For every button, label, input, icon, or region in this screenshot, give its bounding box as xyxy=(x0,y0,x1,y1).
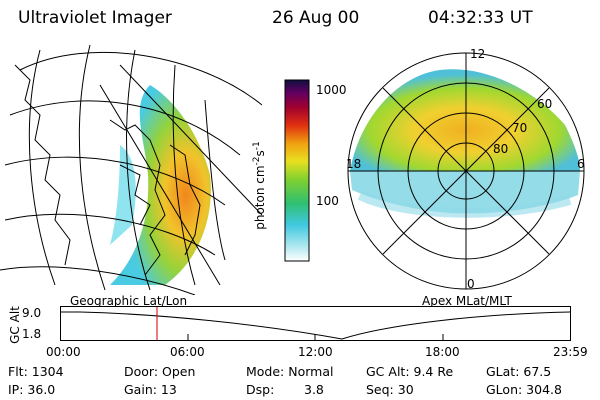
photon-colorbar xyxy=(284,79,310,262)
timeline-tick-1800: 18:00 xyxy=(425,345,460,359)
polar-mlt-panel xyxy=(347,52,585,290)
glat-value: GLat: 67.5 xyxy=(486,364,552,379)
mlat-label-80: 80 xyxy=(493,142,509,156)
colorbar-label-s: s xyxy=(252,150,267,157)
colorbar-label-exp2: -1 xyxy=(251,141,262,151)
geographic-map-panel xyxy=(0,45,262,295)
mlt-label-0: 0 xyxy=(467,277,475,291)
sequence-value: Seq: 30 xyxy=(366,382,414,397)
timeline-tick-0000: 00:00 xyxy=(46,345,81,359)
mlt-label-18: 18 xyxy=(346,157,362,171)
gc-alt-high: 9.0 xyxy=(22,306,42,320)
time-label: 04:32:33 UT xyxy=(428,8,533,28)
gc-alt-value: GC Alt: 9.4 Re xyxy=(366,364,454,379)
dsp-label: Dsp: xyxy=(246,382,275,397)
ip-value: IP: 36.0 xyxy=(8,382,56,397)
geographic-panel-label: Geographic Lat/Lon xyxy=(70,294,188,308)
colorbar-label-unit: photon cm xyxy=(252,165,267,230)
mode-value: Mode: Normal xyxy=(246,364,334,379)
gc-alt-axis-label: GC Alt xyxy=(7,306,22,344)
altitude-curve xyxy=(60,311,571,340)
mlt-label-6: 6 xyxy=(577,157,585,171)
apex-panel-label: Apex MLat/MLT xyxy=(422,294,512,308)
colorbar-tick-100: 100 xyxy=(316,194,339,208)
door-status: Door: Open xyxy=(124,364,196,379)
gc-alt-low: 1.8 xyxy=(22,327,42,341)
aurora-emission-polar xyxy=(350,69,580,171)
colorbar-label: photon cm-2s-1 xyxy=(252,141,267,230)
mlat-label-70: 70 xyxy=(512,121,528,135)
gain-value: Gain: 13 xyxy=(124,382,177,397)
timeline-tick-1200: 12:00 xyxy=(298,345,333,359)
altitude-timeline xyxy=(60,306,571,341)
flight-number: Flt: 1304 xyxy=(8,364,64,379)
timeline-tick-2359: 23:59 xyxy=(553,345,588,359)
timeline-tick-0600: 06:00 xyxy=(170,345,205,359)
dsp-value: 3.8 xyxy=(304,382,324,397)
instrument-title: Ultraviolet Imager xyxy=(18,8,172,28)
glon-value: GLon: 304.8 xyxy=(486,382,562,397)
colorbar-tick-1000: 1000 xyxy=(316,83,347,97)
colorbar-label-exp1: -2 xyxy=(251,156,262,166)
mlt-label-12: 12 xyxy=(470,47,486,61)
date-label: 26 Aug 00 xyxy=(272,8,360,28)
mlat-label-60: 60 xyxy=(537,97,553,111)
